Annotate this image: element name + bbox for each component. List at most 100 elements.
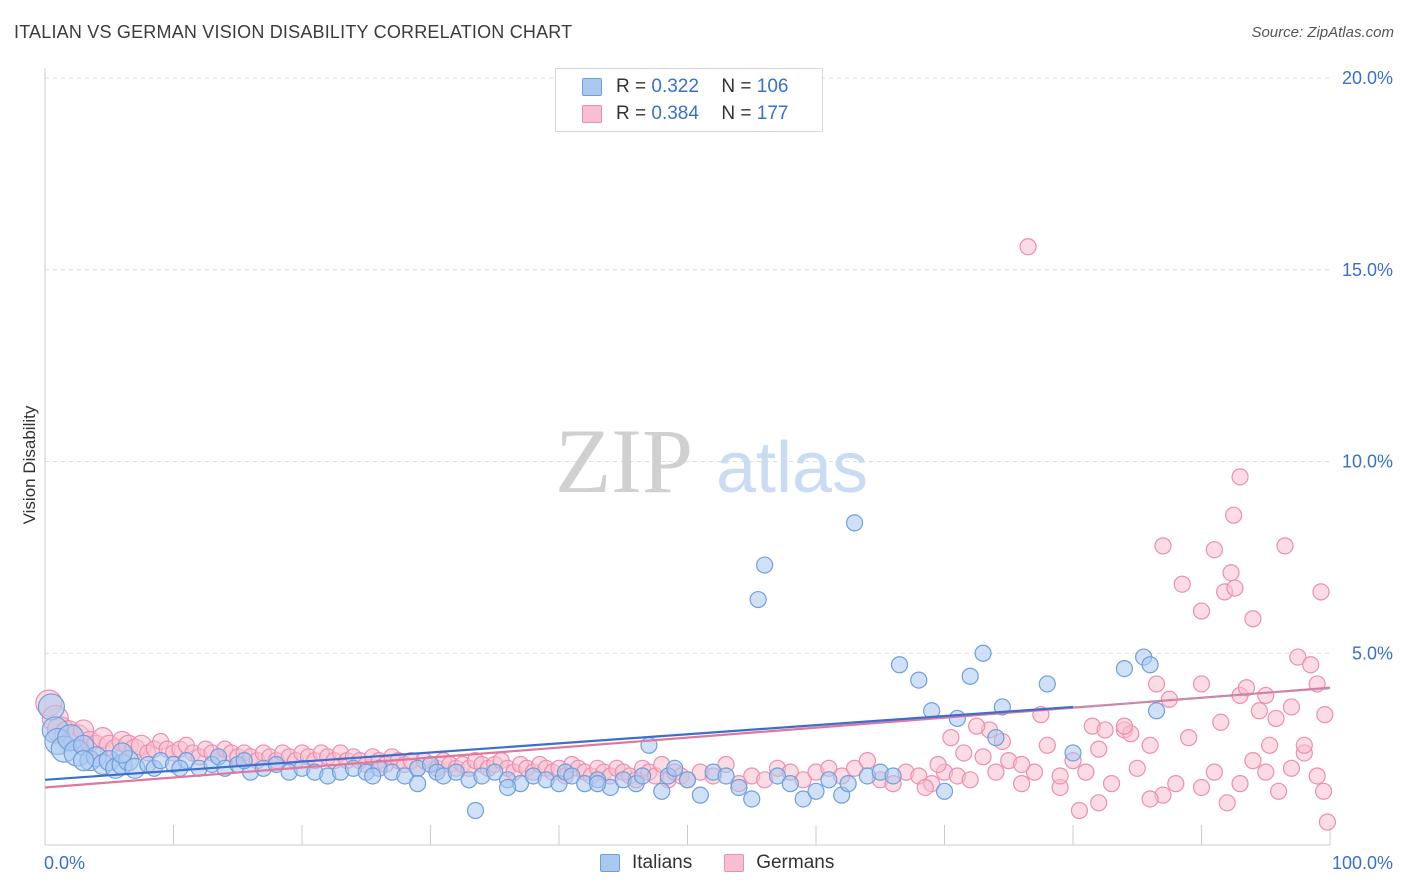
italians-point (987, 729, 1005, 747)
germans-point (1180, 729, 1198, 747)
germans-point (1222, 564, 1240, 582)
correlation-legend: R = 0.322 N = 106 R = 0.384 N = 177 (555, 68, 823, 132)
italians-legend-swatch (600, 854, 620, 872)
germans-point (1316, 706, 1334, 724)
germans-point (1102, 775, 1121, 793)
germans-point (845, 759, 864, 777)
italians-n-label: N = (721, 76, 752, 97)
germans-point (1212, 713, 1230, 731)
germans-point (1276, 537, 1294, 555)
italians-point (910, 671, 928, 689)
grid-lines (45, 77, 1330, 654)
x-tick-label-max: 100.0% (1332, 853, 1393, 873)
italians-point (653, 782, 671, 800)
italians-point (72, 750, 95, 772)
legend-row-italians: R = 0.322 N = 106 (582, 74, 788, 100)
italians-point (466, 801, 485, 820)
italians-point (807, 782, 825, 800)
germans-point (1205, 763, 1223, 781)
italians-point (884, 767, 902, 785)
italians-point (781, 775, 799, 793)
italians-point (839, 775, 857, 793)
italians-point (749, 590, 767, 609)
germans-point (1218, 794, 1236, 812)
germans-point (1302, 656, 1320, 674)
italians-point (633, 767, 652, 785)
germans-point (1318, 813, 1337, 831)
italians-n-value: 106 (756, 76, 789, 97)
germans-point (1282, 698, 1301, 716)
germans-point (1295, 736, 1313, 754)
y-tick-label: 15.0% (1342, 260, 1393, 280)
germans-point (968, 717, 986, 735)
germans-point (1141, 736, 1159, 754)
italians-r-label: R = (616, 76, 647, 97)
italians-point (768, 767, 787, 785)
italians-point (588, 775, 607, 793)
germans-points (35, 238, 1337, 831)
italians-point (948, 709, 966, 728)
y-tick-label: 10.0% (1342, 452, 1393, 472)
y-tick-label: 5.0% (1352, 643, 1393, 663)
germans-point (1167, 775, 1185, 793)
chart-title: ITALIAN VS GERMAN VISION DISABILITY CORR… (14, 22, 573, 42)
germans-point (916, 778, 934, 797)
germans-point (1192, 778, 1211, 797)
italians-point (1064, 744, 1082, 762)
italians-point (447, 763, 465, 781)
italians-trend-line (44, 705, 1074, 781)
italians-point (171, 759, 189, 777)
series-legend: Italians Germans (600, 852, 866, 874)
watermark-zip: ZIP (555, 410, 693, 512)
germans-r-value: 0.384 (651, 103, 699, 124)
italians-point (961, 667, 979, 685)
italians-swatch (582, 78, 602, 96)
germans-point (1173, 575, 1191, 593)
italians-point (486, 763, 504, 781)
source-label: Source: ZipAtlas.com (1251, 24, 1394, 41)
germans-point (1244, 610, 1262, 628)
italians-trend-extension (1072, 688, 1331, 708)
germans-point (1231, 775, 1249, 793)
italians-point (890, 656, 909, 674)
y-tick-label: 20.0% (1342, 68, 1393, 88)
germans-point (1289, 648, 1307, 666)
germans-point (1025, 763, 1044, 781)
germans-point (974, 748, 992, 766)
italians-point (1038, 675, 1056, 693)
germans-point (929, 755, 947, 774)
germans-point (1090, 794, 1108, 812)
germans-point (1012, 775, 1031, 793)
italians-point (409, 775, 427, 793)
germans-point (1154, 537, 1172, 555)
italians-point (1141, 656, 1159, 674)
germans-point (1267, 709, 1285, 728)
germans-r-label: R = (616, 103, 647, 124)
italians-point (730, 778, 748, 797)
italians-point (935, 782, 954, 800)
italians-point (743, 790, 761, 808)
italians-point (396, 767, 414, 785)
germans-point (1115, 717, 1134, 735)
germans-n-label: N = (721, 103, 752, 124)
germans-point (1141, 790, 1159, 808)
germans-point (1250, 702, 1268, 720)
germans-point (1038, 736, 1056, 754)
legend-row-germans: R = 0.384 N = 177 (582, 101, 788, 127)
germans-point (1237, 679, 1256, 697)
germans-legend-swatch (724, 854, 745, 872)
germans-point (1019, 238, 1037, 256)
germans-point (1192, 602, 1211, 620)
germans-point (1051, 767, 1069, 785)
germans-point (1257, 686, 1275, 705)
germans-point (1070, 801, 1089, 820)
germans-point (1314, 782, 1333, 800)
italians-legend-label: Italians (632, 852, 693, 873)
germans-point (1225, 506, 1243, 524)
germans-point (1090, 740, 1108, 758)
germans-n-value: 177 (756, 103, 789, 124)
germans-point (987, 763, 1005, 781)
germans-point (961, 771, 979, 789)
watermark-atlas: atlas (716, 428, 868, 508)
italians-point (1147, 702, 1166, 720)
